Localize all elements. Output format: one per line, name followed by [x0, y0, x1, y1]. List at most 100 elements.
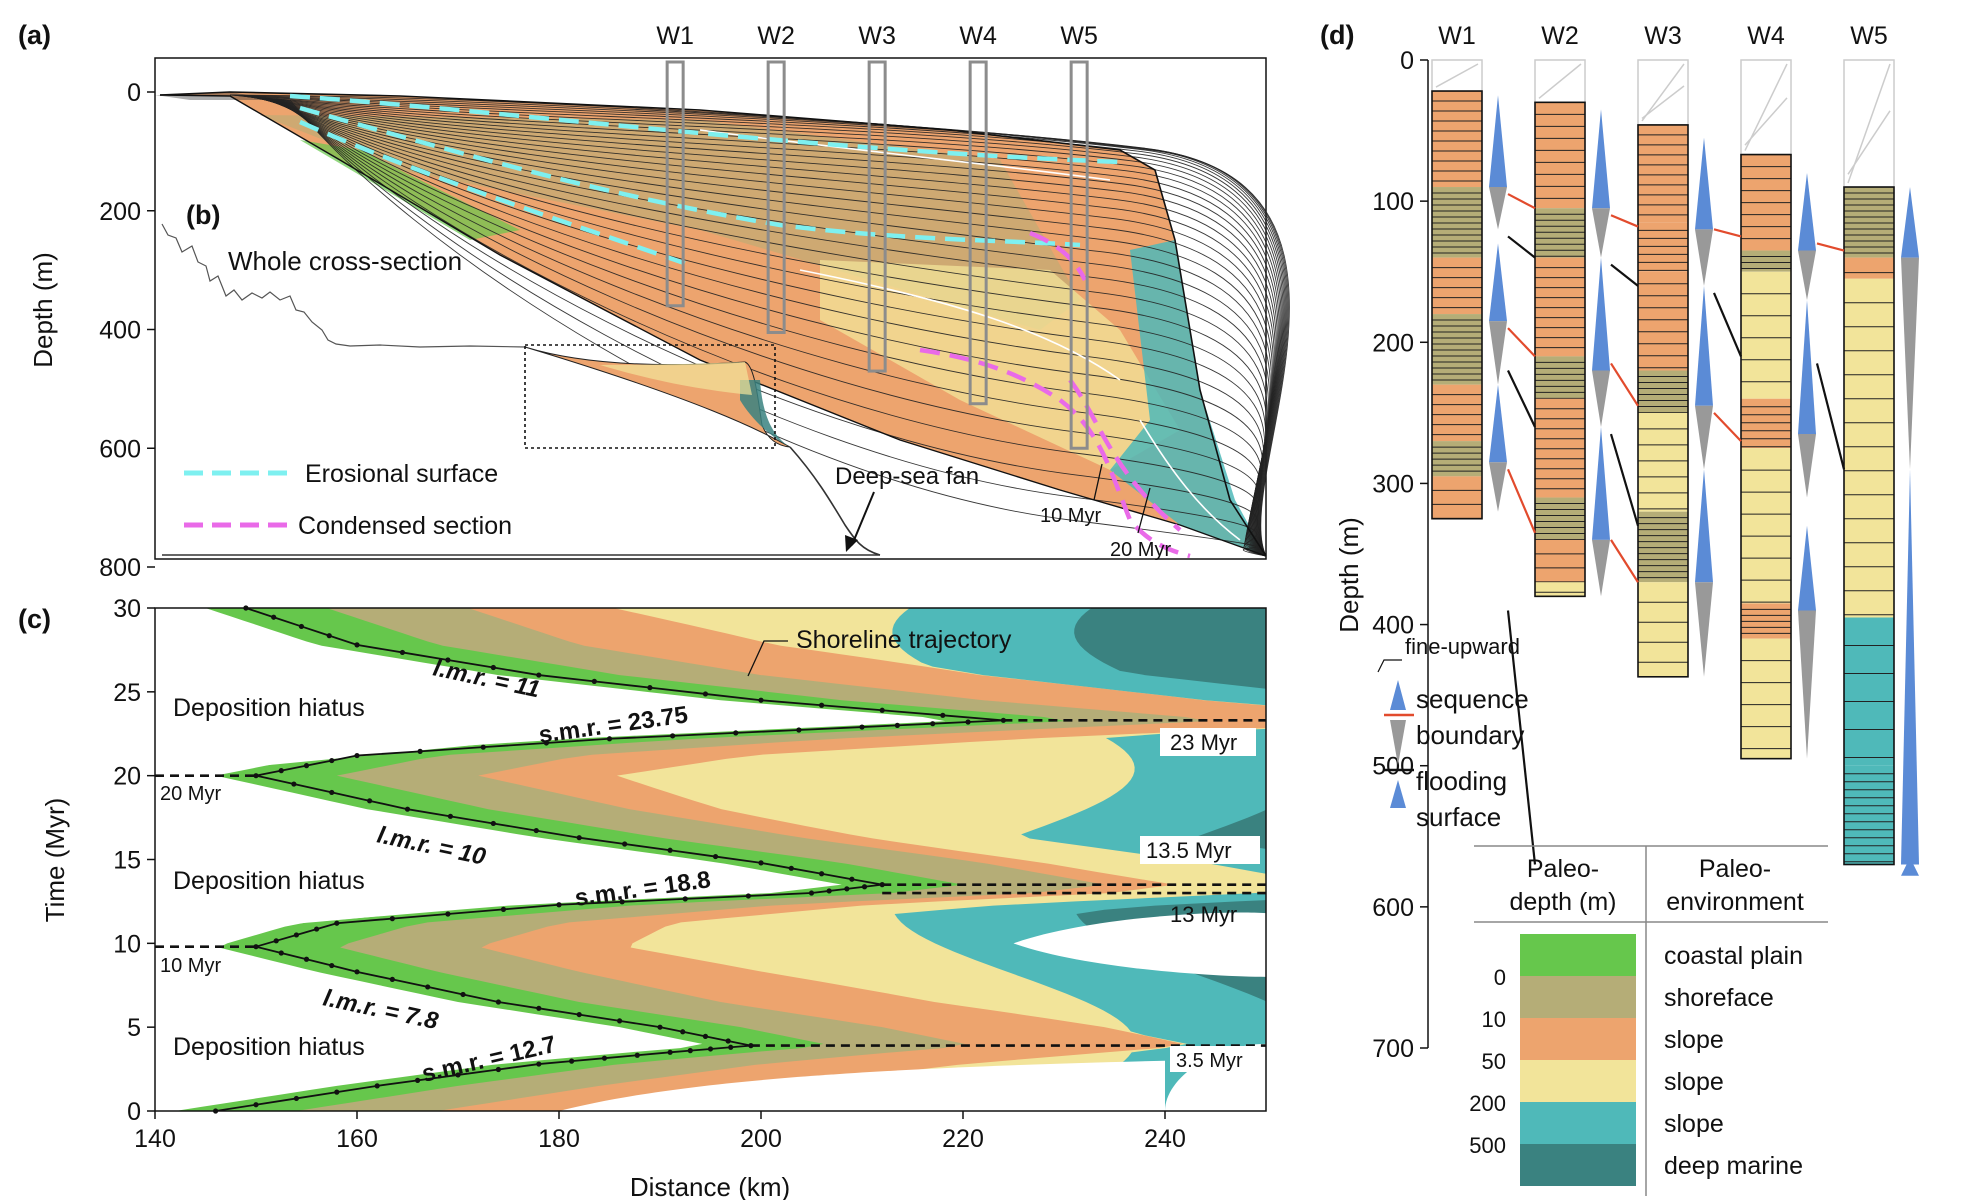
isochron-label-10myr: 10 Myr — [1040, 505, 1101, 527]
trajectory-point — [445, 657, 451, 663]
trajectory-point — [273, 938, 279, 944]
trajectory-point — [329, 789, 335, 796]
legend-flooding-label-1: flooding — [1416, 766, 1507, 796]
eroded-hatch — [1847, 110, 1891, 175]
trajectory-point — [314, 926, 320, 932]
erosional-surface — [289, 93, 1121, 165]
trajectory-point — [374, 1083, 380, 1089]
isochron-line — [233, 94, 1288, 557]
eroded-interval — [1740, 59, 1792, 156]
trajectory-point — [556, 902, 562, 908]
time-label-20myr: 20 Myr — [160, 783, 221, 805]
deep-sea-fan-arrow — [851, 491, 875, 546]
y-tick-label: 10 — [113, 930, 141, 958]
trajectory-point — [894, 722, 900, 728]
panel-a-ylabel: Depth (m) — [28, 252, 58, 368]
isochron-line — [275, 98, 1267, 557]
legend-fine-upward-icon — [1390, 680, 1406, 710]
hiatus-region-upper — [155, 641, 711, 776]
isochron-line — [282, 99, 1267, 557]
legend-env-label-4: slope — [1664, 1110, 1724, 1138]
trajectory-point — [543, 740, 549, 746]
well-label-w1: W1 — [656, 22, 694, 50]
trajectory-point — [495, 999, 501, 1005]
trajectory-point — [278, 768, 284, 774]
legend-condensed-label: Condensed section — [298, 512, 512, 540]
environment-band-5 — [1074, 608, 1266, 1111]
trajectory-point — [404, 806, 411, 812]
fine-upward-triangle — [1798, 299, 1816, 435]
well-bar-w1 — [665, 60, 685, 308]
wedge-isochrons — [159, 91, 1290, 559]
coarse-upward-triangle — [1901, 257, 1919, 470]
trajectory-point — [879, 707, 885, 713]
legend-sequence-label-1: sequence — [1416, 684, 1529, 714]
legend-coarse-upward-icon — [1390, 720, 1406, 765]
sequence-boundary-line — [1610, 362, 1639, 407]
isochron-line — [229, 94, 1290, 557]
coarse-upward-triangle — [1798, 610, 1816, 759]
well-interval — [1432, 91, 1482, 188]
well-bar-w2 — [766, 60, 786, 334]
y-tick-label: 25 — [113, 679, 141, 707]
fine-upward-triangle — [1798, 172, 1816, 251]
hiatus-pocket — [1013, 912, 1266, 977]
legend-header-depth-1: Paleo- — [1527, 855, 1599, 883]
trajectory-point — [500, 906, 507, 912]
trajectory-point — [293, 932, 299, 938]
legend-header-env-2: environment — [1666, 888, 1804, 916]
trajectory-point — [389, 976, 395, 982]
wedge-cyan-toe — [1110, 240, 1266, 556]
legend-table: Paleo- depth (m) Paleo- environment coas… — [1469, 845, 1828, 1196]
legend-swatch-3 — [1520, 1060, 1636, 1102]
well-log-label-w5: W5 — [1850, 22, 1888, 50]
trajectory-point — [303, 956, 310, 962]
well-interval — [1741, 250, 1791, 272]
isochron-line — [287, 99, 1267, 557]
isochron-white-line — [699, 129, 1111, 181]
legend-depth-tick: 200 — [1469, 1091, 1506, 1116]
trajectory-point — [680, 1029, 686, 1035]
trajectory-point — [253, 944, 259, 950]
fine-upward-triangle — [1695, 285, 1713, 406]
trajectory-point — [707, 1046, 714, 1052]
inset-slope-curve — [789, 446, 881, 556]
wedge-base-surface — [159, 94, 1267, 557]
trajectory-point — [748, 1043, 754, 1049]
trajectory-point — [940, 712, 946, 718]
trajectory-point — [819, 702, 825, 708]
panel-label-c: (c) — [18, 604, 51, 634]
panel-a-y-axis: 0 200 400 600 800 — [99, 79, 155, 582]
depth-tick-label: 100 — [1372, 188, 1414, 216]
depth-tick-label: 600 — [1372, 894, 1414, 922]
legend-header-depth-2: depth (m) — [1510, 888, 1617, 916]
y-tick-label: 800 — [99, 554, 141, 582]
trajectory-point — [808, 890, 815, 896]
coarse-upward-triangle — [1592, 208, 1610, 258]
trajectory-point — [667, 1049, 673, 1055]
legend-env-label-3: slope — [1664, 1068, 1724, 1096]
well-interval — [1844, 617, 1894, 766]
x-tick-label: 220 — [942, 1125, 984, 1153]
well-log-w4: W4 — [1740, 22, 1816, 760]
hiatus-label-upper: Deposition hiatus — [173, 694, 365, 722]
hiatus-region-lower — [155, 968, 559, 1086]
fine-upward-triangle — [1695, 137, 1713, 230]
legend-env-label-0: coastal plain — [1664, 942, 1803, 970]
coarse-upward-triangle — [1798, 250, 1816, 300]
depth-tick-label: 500 — [1372, 753, 1414, 781]
time-label-3-5myr: 3.5 Myr — [1176, 1050, 1243, 1072]
well-log-frame — [1534, 101, 1586, 598]
trajectory-point — [354, 752, 360, 759]
flooding-surface-line — [1610, 263, 1639, 287]
hiatus-region-base — [559, 1060, 1165, 1111]
legend-depth-tick: 10 — [1482, 1007, 1506, 1032]
well-correlation-lines — [1506, 193, 1846, 865]
well-interval — [1535, 398, 1585, 498]
isochron-leader-20myr — [1137, 487, 1151, 534]
legend-depth-tick: 50 — [1482, 1049, 1506, 1074]
panel-label-a: (a) — [18, 20, 51, 50]
y-tick-label: 200 — [99, 198, 141, 226]
